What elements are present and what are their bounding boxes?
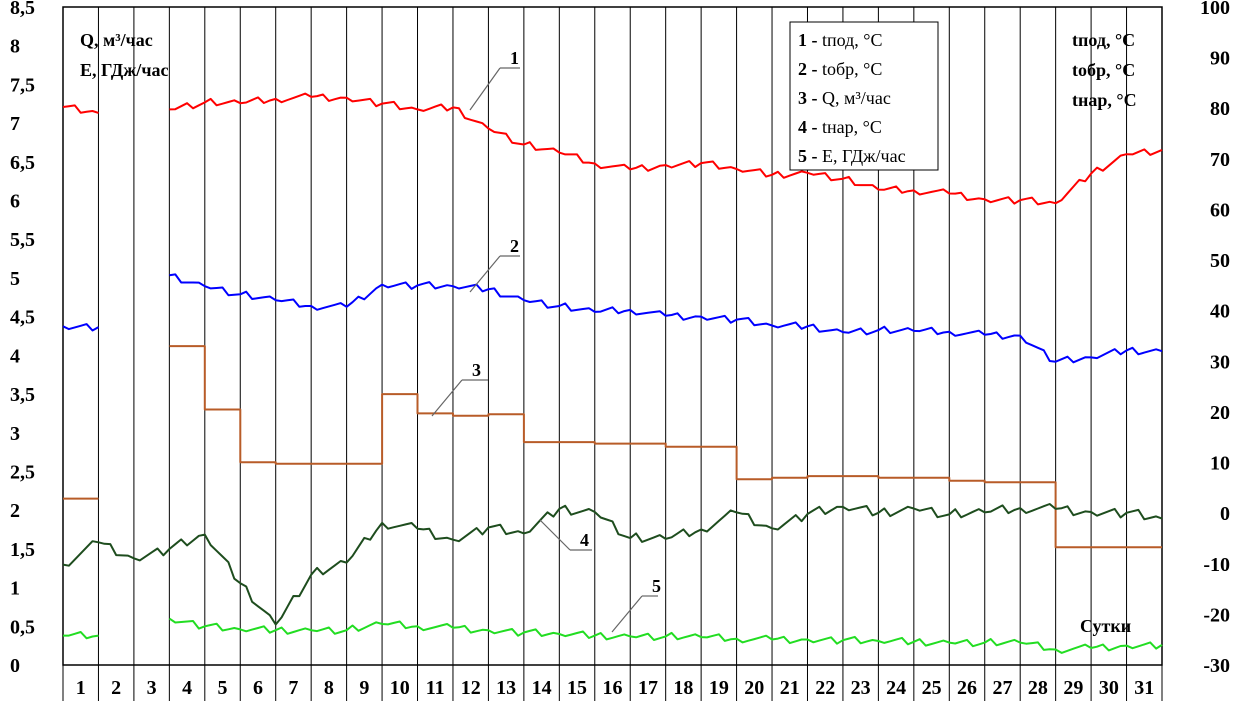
right-unit-2: tобр, °C (1072, 60, 1135, 80)
day-label: 16 (603, 677, 623, 699)
right-tick-label: 40 (1210, 301, 1230, 323)
series-line-5 (63, 617, 1163, 654)
plot-frame (62, 6, 1163, 666)
day-label: 7 (288, 677, 298, 699)
day-label: 9 (359, 677, 369, 699)
day-grid (62, 7, 1163, 701)
right-tick-label: 90 (1210, 48, 1230, 70)
left-tick-label: 4,5 (10, 307, 35, 329)
left-tick-label: 2,5 (10, 461, 35, 483)
right-tick-label: 10 (1210, 453, 1230, 475)
day-label: 19 (709, 677, 729, 699)
x-axis-title: Сутки (1080, 616, 1131, 636)
left-tick-label: 8 (10, 36, 20, 58)
day-label: 1 (76, 677, 86, 699)
left-tick-label: 4 (10, 345, 20, 367)
day-label: 21 (780, 677, 800, 699)
annotation-label: 3 (472, 360, 481, 380)
annotation-leader (611, 595, 643, 633)
left-tick-label: 1 (10, 578, 20, 600)
day-label: 8 (324, 677, 334, 699)
day-label: 30 (1099, 677, 1119, 699)
annotation-leader (469, 255, 501, 293)
right-tick-label: -10 (1203, 554, 1230, 576)
series-line-1 (62, 92, 1163, 206)
annotation-leader (539, 519, 571, 551)
annotation-label: 5 (652, 576, 661, 596)
right-tick-label: 60 (1210, 199, 1230, 221)
day-label: 18 (673, 677, 693, 699)
left-tick-label: 8,5 (10, 0, 35, 19)
right-tick-label: 70 (1210, 149, 1230, 171)
day-label: 29 (1063, 677, 1083, 699)
day-label: 11 (426, 677, 445, 699)
left-tick-label: 0,5 (10, 616, 35, 638)
annotation-label: 1 (510, 48, 519, 68)
day-label: 12 (461, 677, 481, 699)
day-label: 4 (182, 677, 192, 699)
day-label: 22 (815, 677, 835, 699)
annotations: 1 2 3 4 5 (431, 48, 661, 633)
day-label: 24 (886, 677, 906, 699)
left-tick-label: 6 (10, 191, 20, 213)
legend-item-3: 3 - Q, м³/час (798, 88, 891, 108)
series-line-2 (62, 273, 1163, 364)
day-label: 2 (111, 677, 121, 699)
right-unit-3: tнар, °C (1072, 90, 1137, 110)
right-tick-label: 20 (1210, 402, 1230, 424)
left-tick-label: 5 (10, 268, 20, 290)
day-label: 20 (744, 677, 764, 699)
right-unit-1: tпод, °C (1072, 30, 1135, 50)
right-tick-label: -30 (1203, 655, 1230, 677)
day-label: 15 (567, 677, 587, 699)
day-label: 31 (1134, 677, 1154, 699)
right-tick-label: 100 (1200, 0, 1230, 19)
left-tick-label: 3,5 (10, 384, 35, 406)
annotation-leader (469, 67, 501, 111)
annotation-leader (431, 379, 463, 417)
day-label: 5 (218, 677, 228, 699)
day-label: 13 (496, 677, 516, 699)
day-label: 6 (253, 677, 263, 699)
day-label: 17 (638, 677, 658, 699)
day-label: 26 (957, 677, 977, 699)
left-tick-label: 7 (10, 113, 20, 135)
legend: 1 - tпод, °C 2 - tобр, °C 3 - Q, м³/час 4 -… (789, 21, 939, 171)
right-tick-label: 0 (1220, 503, 1230, 525)
legend-item-4: 4 - tнар, °C (798, 117, 882, 137)
left-tick-label: 6,5 (10, 152, 35, 174)
left-tick-label: 5,5 (10, 229, 35, 251)
left-tick-label: 3 (10, 423, 20, 445)
day-labels: 1 2 3 4 5 6 7 8 9 10 11 12 13 14 15 16 17 18 19 20 21 22 23 24 2… (76, 677, 1155, 699)
left-axis: 0 0,5 1 1,5 2 2,5 3 3,5 4 4,5 5 5,5 6 6,5 7 7,5 8 8,5 (10, 0, 35, 677)
day-label: 14 (532, 677, 552, 699)
left-unit-q: Q, м³/час (80, 30, 153, 50)
right-tick-label: 30 (1210, 351, 1230, 373)
day-label: 10 (390, 677, 410, 699)
series-line-3 (63, 345, 1162, 549)
annotation-label: 4 (580, 530, 589, 550)
day-label: 28 (1028, 677, 1048, 699)
right-tick-label: 80 (1210, 98, 1230, 120)
day-label: 27 (992, 677, 1012, 699)
series-layer (62, 92, 1163, 654)
legend-item-5: 5 - E, ГДж/час (798, 146, 906, 166)
day-label: 25 (922, 677, 942, 699)
day-label: 3 (147, 677, 157, 699)
series-line-4 (62, 503, 1163, 626)
left-tick-label: 0 (10, 655, 20, 677)
legend-item-1: 1 - tпод, °C (798, 30, 882, 50)
legend-item-2: 2 - tобр, °C (798, 59, 882, 79)
right-axis: -30 -20 -10 0 10 20 30 40 50 60 70 80 90 100 (1200, 0, 1230, 677)
left-tick-label: 7,5 (10, 74, 35, 96)
right-tick-label: -20 (1203, 604, 1230, 626)
left-unit-e: E, ГДж/час (80, 60, 168, 80)
day-label: 23 (851, 677, 871, 699)
left-tick-label: 1,5 (10, 539, 35, 561)
legend-box (789, 21, 939, 171)
annotation-label: 2 (510, 236, 519, 256)
left-tick-label: 2 (10, 500, 20, 522)
right-tick-label: 50 (1210, 250, 1230, 272)
